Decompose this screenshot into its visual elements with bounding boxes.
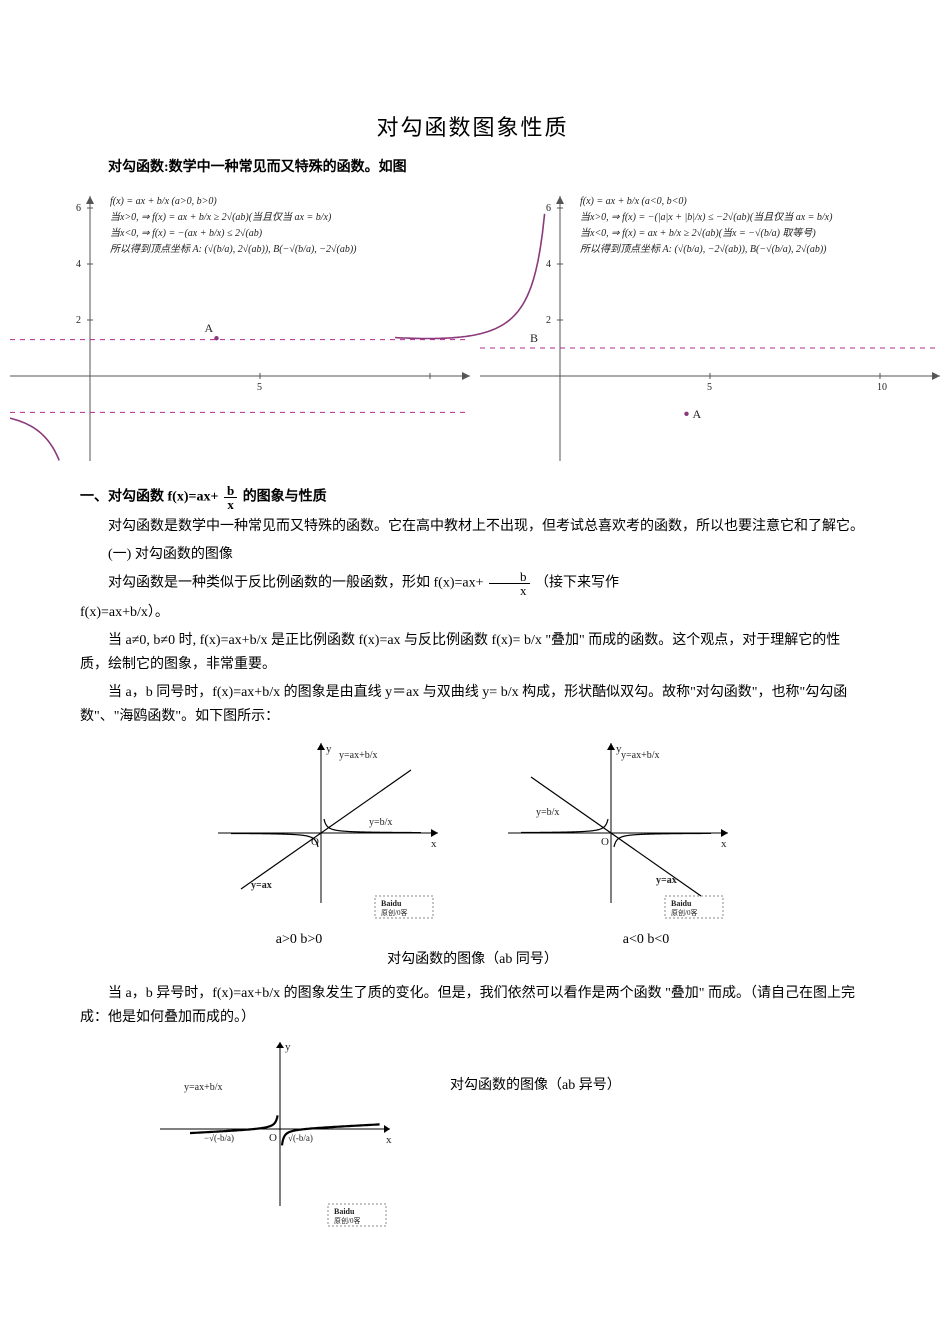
small-graph-right-wrap: yxOy=ax+b/xy=b/xy=axBaidu原创/0客 [503,738,733,928]
svg-text:O: O [601,836,609,848]
intro-text: 对勾函数:数学中一种常见而又特殊的函数。如图 [80,156,865,180]
svg-text:Baidu: Baidu [671,899,692,908]
svg-text:当x<0, ⇒ f(x) = ax + b/x ≥ 2√(a: 当x<0, ⇒ f(x) = ax + b/x ≥ 2√(ab)(当x = −√… [580,227,816,239]
frac-den: x [224,498,237,511]
small-graph-left-wrap: yxOy=ax+b/xy=b/xy=axBaidu原创/0客 [213,738,443,928]
svg-text:5: 5 [257,382,262,393]
paragraph-2c: f(x)=ax+b/x）。 [80,601,865,625]
svg-text:4: 4 [546,259,551,270]
small-graphs-row: yxOy=ax+b/xy=b/xy=axBaidu原创/0客 yxOy=ax+b… [80,738,865,928]
caption-same-sign: 对勾函数的图像（ab 同号） [80,948,865,968]
document-page: 对勾函数图象性质 对勾函数:数学中一种常见而又特殊的函数。如图 5 2 4 6 Af(x… [0,0,945,1274]
svg-text:所以得到顶点坐标 A: (√(b/a), 2√(ab)),: 所以得到顶点坐标 A: (√(b/a), 2√(ab)), B(−√(b/a),… [110,243,357,255]
svg-text:当x<0, ⇒ f(x) = −(ax + b/x) ≤ 2: 当x<0, ⇒ f(x) = −(ax + b/x) ≤ 2√(ab) [110,227,263,239]
svg-text:原创/0客: 原创/0客 [334,1216,360,1225]
svg-text:6: 6 [546,203,551,214]
svg-text:Baidu: Baidu [381,899,402,908]
paragraph-4: 当 a，b 同号时，f(x)=ax+b/x 的图象是由直线 y＝ax 与双曲线 … [80,681,865,729]
svg-text:y=ax: y=ax [251,880,272,891]
caption-right: a<0 b<0 [536,932,756,948]
page-title: 对勾函数图象性质 [80,110,865,142]
svg-text:O: O [269,1132,277,1144]
svg-text:y=ax: y=ax [656,875,677,886]
svg-text:x: x [721,838,727,850]
top-diagram: 5 2 4 6 Af(x) = ax + b/x (a>0, b>0) 当x>0, ⇒ f… [10,186,935,466]
paragraph-1: 对勾函数是数学中一种常见而又特殊的函数。它在高中教材上不出现，但考试总喜欢考的函… [80,515,865,539]
svg-text:B: B [530,331,538,345]
section-1-head-a: 一、对勾函数 f(x)=ax+ [80,490,218,505]
frac-num-2: b [489,570,530,584]
caption-left: a>0 b>0 [189,932,409,948]
svg-text:所以得到顶点坐标 A: (√(b/a), −2√(ab)),: 所以得到顶点坐标 A: (√(b/a), −2√(ab)), B(−√(b/a)… [580,243,827,255]
svg-text:当x>0, ⇒ f(x) = −(|a|x + |b|/x): 当x>0, ⇒ f(x) = −(|a|x + |b|/x) ≤ −2√(ab)… [580,211,833,223]
svg-text:y=b/x: y=b/x [369,817,392,828]
svg-text:y: y [285,1041,291,1053]
svg-text:f(x) = ax + b/x (a>0, b>0): f(x) = ax + b/x (a>0, b>0) [110,196,217,207]
svg-text:当x>0, ⇒ f(x) = ax + b/x ≥ 2√(a: 当x>0, ⇒ f(x) = ax + b/x ≥ 2√(ab)(当且仅当 ax… [110,211,332,223]
svg-text:y: y [326,743,332,755]
paragraph-3: 当 a≠0, b≠0 时, f(x)=ax+b/x 是正比例函数 f(x)=ax… [80,629,865,677]
svg-text:y=b/x: y=b/x [536,807,559,818]
svg-text:10: 10 [877,382,887,393]
subsection-1: (一) 对勾函数的图像 [80,543,865,567]
section-1-heading: 一、对勾函数 f(x)=ax+ b x 的图象与性质 [80,484,865,511]
svg-text:4: 4 [76,259,81,270]
svg-text:原创/0客: 原创/0客 [381,908,407,917]
svg-text:原创/0客: 原创/0客 [671,908,697,917]
small-graph-caption-row: a>0 b>0 a<0 b<0 [80,932,865,948]
fraction-b-over-x: b x [224,484,237,511]
svg-text:2: 2 [546,315,551,326]
p2-a: 对勾函数是一种类似于反比例函数的一般函数，形如 f(x)=ax+ [108,576,484,591]
frac-den-2: x [489,584,530,597]
svg-text:y=ax+b/x: y=ax+b/x [184,1082,223,1093]
paragraph-2: 对勾函数是一种类似于反比例函数的一般函数，形如 f(x)=ax+ b x （接下… [80,570,865,597]
small-graph-right: yxOy=ax+b/xy=b/xy=axBaidu原创/0客 [503,738,733,928]
svg-text:f(x) = ax + b/x (a<0, b<0): f(x) = ax + b/x (a<0, b<0) [580,196,687,207]
section-1-head-b: 的图象与性质 [243,490,327,505]
svg-text:x: x [431,838,437,850]
small-graph-left: yxOy=ax+b/xy=b/xy=axBaidu原创/0客 [213,738,443,928]
svg-text:Baidu: Baidu [334,1207,355,1216]
frac-num: b [224,484,237,498]
svg-text:2: 2 [76,315,81,326]
svg-text:−√(-b/a): −√(-b/a) [204,1133,234,1143]
svg-text:5: 5 [707,382,712,393]
svg-text:A: A [693,407,702,421]
top-diagram-svg: 5 2 4 6 Af(x) = ax + b/x (a>0, b>0) 当x>0, ⇒ f… [10,186,940,466]
p2-b: （接下来写作 [535,576,619,591]
svg-text:x: x [386,1134,392,1146]
paragraph-5: 当 a，b 异号时，f(x)=ax+b/x 的图象发生了质的变化。但是，我们依然… [80,982,865,1030]
svg-text:y=ax+b/x: y=ax+b/x [339,750,378,761]
caption-diff-sign: 对勾函数的图像（ab 异号） [450,1034,621,1094]
single-graph: y x Oy=ax+b/x −√(-b/a) √(-b/a) Baidu原创/0客 [140,1034,410,1234]
single-graph-row: y x Oy=ax+b/x −√(-b/a) √(-b/a) Baidu原创/0客 对勾函… [80,1034,865,1234]
svg-text:y=ax+b/x: y=ax+b/x [621,750,660,761]
svg-text:A: A [205,321,214,335]
fraction-b-over-x-2: b x [489,570,530,597]
svg-text:√(-b/a): √(-b/a) [288,1133,313,1143]
svg-text:6: 6 [76,203,81,214]
